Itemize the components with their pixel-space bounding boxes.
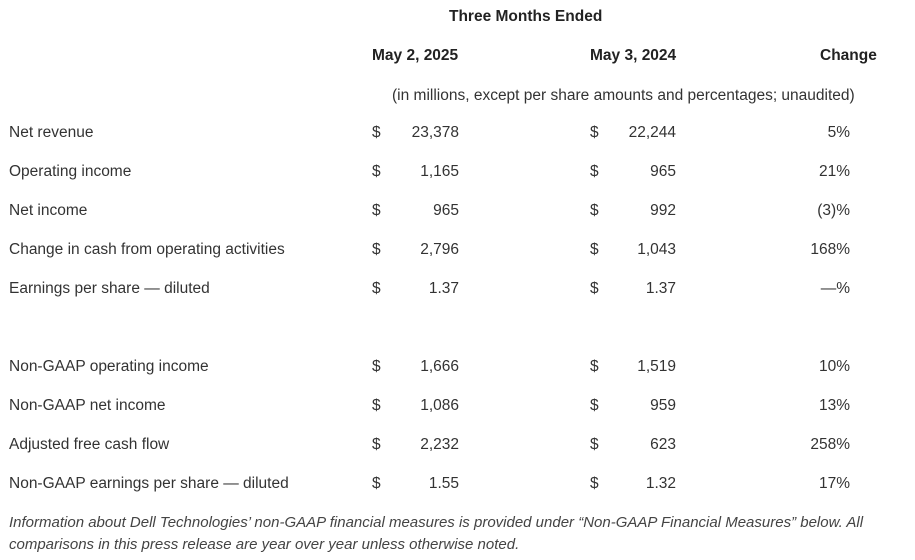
currency-symbol-2025: $	[372, 124, 381, 141]
row-label: Operating income	[9, 163, 132, 180]
value-may-2024: 1,519	[637, 358, 676, 375]
currency-symbol-2025: $	[372, 163, 381, 180]
table-row: Change in cash from operating activities…	[0, 240, 915, 260]
currency-symbol-2025: $	[372, 241, 381, 258]
currency-symbol-2024: $	[590, 124, 599, 141]
value-may-2025: 2,232	[420, 436, 459, 453]
currency-symbol-2025: $	[372, 202, 381, 219]
currency-symbol-2025: $	[372, 475, 381, 492]
value-may-2024: 965	[650, 163, 676, 180]
value-may-2025: 2,796	[420, 241, 459, 258]
row-label: Net revenue	[9, 124, 94, 141]
currency-symbol-2025: $	[372, 358, 381, 375]
currency-symbol-2024: $	[590, 397, 599, 414]
change-value: 168%	[810, 241, 850, 258]
value-may-2025: 1.37	[428, 280, 459, 297]
change-value: 17%	[818, 475, 850, 492]
change-value: 21%	[818, 163, 850, 180]
value-may-2025: 23,378	[411, 124, 459, 141]
table-row: Net revenue $23,378 $22,244 5%	[0, 123, 915, 143]
units-note: (in millions, except per share amounts a…	[392, 87, 855, 104]
period-header: Three Months Ended	[449, 8, 603, 25]
currency-symbol-2025: $	[372, 280, 381, 297]
table-row: Adjusted free cash flow $2,232 $623 258%	[0, 435, 915, 455]
row-label: Non-GAAP earnings per share — diluted	[9, 475, 289, 492]
value-may-2025: 1,165	[420, 163, 459, 180]
change-value: (3)%	[817, 202, 850, 219]
value-may-2024: 992	[650, 202, 676, 219]
value-may-2024: 1.32	[645, 475, 676, 492]
change-value: 5%	[827, 124, 850, 141]
row-label: Net income	[9, 202, 88, 219]
row-label: Change in cash from operating activities	[9, 241, 285, 258]
currency-symbol-2024: $	[590, 436, 599, 453]
table-row: Non-GAAP earnings per share — diluted $1.…	[0, 474, 915, 494]
row-label: Adjusted free cash flow	[9, 436, 170, 453]
currency-symbol-2025: $	[372, 436, 381, 453]
currency-symbol-2024: $	[590, 163, 599, 180]
value-may-2025: 1.55	[428, 475, 459, 492]
change-value: —%	[820, 280, 850, 297]
table-row: Net income $965 $992 (3)%	[0, 201, 915, 221]
currency-symbol-2024: $	[590, 202, 599, 219]
value-may-2024: 623	[650, 436, 676, 453]
col-header-may-2025: May 2, 2025	[372, 47, 459, 64]
value-may-2024: 1.37	[645, 280, 676, 297]
col-header-may-2024: May 3, 2024	[590, 47, 677, 64]
value-may-2025: 965	[433, 202, 459, 219]
currency-symbol-2024: $	[590, 358, 599, 375]
value-may-2025: 1,086	[420, 397, 459, 414]
currency-symbol-2024: $	[590, 475, 599, 492]
table-row: Operating income $1,165 $965 21%	[0, 162, 915, 182]
change-value: 258%	[810, 436, 850, 453]
currency-symbol-2024: $	[590, 280, 599, 297]
value-may-2025: 1,666	[420, 358, 459, 375]
change-value: 13%	[818, 397, 850, 414]
currency-symbol-2024: $	[590, 241, 599, 258]
currency-symbol-2025: $	[372, 397, 381, 414]
table-row: Non-GAAP net income $1,086 $959 13%	[0, 396, 915, 416]
value-may-2024: 22,244	[628, 124, 676, 141]
col-header-change: Change	[820, 47, 877, 64]
table-row: Earnings per share — diluted $1.37 $1.37 —%	[0, 279, 915, 299]
value-may-2024: 1,043	[637, 241, 676, 258]
row-label: Non-GAAP net income	[9, 397, 166, 414]
footnote: Information about Dell Technologies’ non…	[9, 514, 864, 553]
change-value: 10%	[818, 358, 850, 375]
row-label: Earnings per share — diluted	[9, 280, 210, 297]
row-label: Non-GAAP operating income	[9, 358, 209, 375]
value-may-2024: 959	[650, 397, 676, 414]
table-row: Non-GAAP operating income $1,666 $1,519 10%	[0, 357, 915, 377]
